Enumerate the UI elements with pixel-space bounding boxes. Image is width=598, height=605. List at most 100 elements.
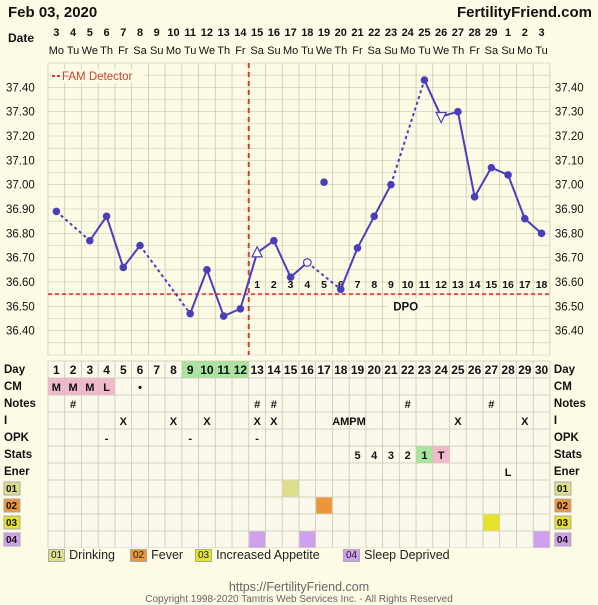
row-label-right: 04 bbox=[557, 535, 569, 546]
row-label-right: Day bbox=[554, 364, 576, 376]
dpo-number: 3 bbox=[288, 279, 294, 291]
dpo-label: DPO bbox=[393, 301, 418, 313]
stats-entry: T bbox=[438, 450, 445, 462]
y-tick-right: 37.20 bbox=[555, 131, 584, 143]
opk-entry: - bbox=[188, 433, 192, 445]
intercourse-entry: X bbox=[521, 416, 529, 428]
intercourse-entry: X bbox=[454, 416, 462, 428]
day-number: 3 bbox=[86, 363, 93, 377]
temp-point bbox=[52, 207, 61, 216]
row-code-swatch bbox=[3, 532, 21, 547]
date-label: 24 bbox=[402, 27, 415, 39]
intercourse-entry: AM bbox=[332, 416, 349, 428]
fam-label-bg bbox=[52, 69, 144, 83]
row-label-left: 04 bbox=[6, 535, 18, 546]
weekday-label: We bbox=[199, 45, 215, 57]
legend-code: 04 bbox=[343, 548, 361, 562]
day-number: 27 bbox=[485, 363, 499, 377]
y-tick-left: 36.40 bbox=[6, 326, 35, 338]
day-number: 18 bbox=[334, 363, 348, 377]
weekday-label: Tu bbox=[301, 45, 313, 57]
temp-segment bbox=[373, 184, 392, 217]
symptom-cell bbox=[249, 531, 265, 548]
temp-point bbox=[454, 107, 462, 116]
day-number: 9 bbox=[187, 363, 194, 377]
legend-label: Sleep Deprived bbox=[364, 548, 450, 562]
temp-segment bbox=[306, 261, 342, 291]
weekday-label: Su bbox=[501, 45, 514, 57]
weekday-label: Fr bbox=[235, 45, 246, 57]
date-label: 20 bbox=[335, 27, 347, 39]
intercourse-entry: PM bbox=[349, 416, 366, 428]
date-label: 1 bbox=[505, 27, 511, 39]
opk-entry: - bbox=[255, 433, 259, 445]
stats-cell-highlight bbox=[432, 446, 450, 463]
date-label: 12 bbox=[201, 27, 213, 39]
weekday-label: Mo bbox=[400, 45, 415, 57]
date-label: 17 bbox=[284, 27, 296, 39]
date-label: 3 bbox=[538, 27, 544, 39]
day-number: 8 bbox=[170, 363, 177, 377]
weekday-label: Tu bbox=[418, 45, 430, 57]
weekday-label: Sa bbox=[250, 45, 264, 57]
temp-point bbox=[219, 312, 228, 320]
cm-cell-highlight bbox=[48, 378, 65, 395]
y-tick-right: 36.40 bbox=[555, 326, 584, 338]
dpo-number: 17 bbox=[519, 279, 531, 291]
day-number: 19 bbox=[351, 363, 365, 377]
date-label: 2 bbox=[522, 27, 528, 39]
temp-point bbox=[186, 309, 195, 318]
fertile-day-cell bbox=[232, 361, 249, 378]
temp-segment bbox=[189, 269, 208, 314]
dpo-number: 16 bbox=[502, 279, 514, 291]
weekday-label: Mo bbox=[166, 45, 181, 57]
legend-sleep-deprived: 04 Sleep Deprived bbox=[343, 548, 450, 562]
day-number: 5 bbox=[120, 363, 127, 377]
row-code-swatch bbox=[3, 481, 21, 496]
stats-entry: 3 bbox=[388, 450, 394, 462]
temp-segment bbox=[205, 269, 225, 317]
temp-point bbox=[270, 236, 278, 245]
row-code-swatch bbox=[3, 515, 21, 530]
symptom-cell bbox=[483, 514, 500, 531]
day-number: 13 bbox=[250, 363, 264, 377]
date-label: 16 bbox=[268, 27, 280, 39]
weekday-label: Tu bbox=[535, 45, 547, 57]
opk-entry: - bbox=[105, 433, 109, 445]
temp-point bbox=[136, 241, 144, 250]
intercourse-entry: X bbox=[270, 416, 278, 428]
weekday-label: Tu bbox=[67, 45, 79, 57]
temp-point bbox=[470, 193, 479, 201]
row-label-right: 03 bbox=[557, 518, 569, 529]
y-tick-right: 36.80 bbox=[555, 228, 584, 240]
footer-url[interactable]: https://FertilityFriend.com bbox=[228, 580, 370, 594]
date-label: 3 bbox=[53, 27, 59, 39]
date-label: 11 bbox=[184, 27, 196, 39]
day-number: 16 bbox=[301, 363, 315, 377]
date-label: 27 bbox=[452, 27, 464, 39]
temp-point-triangle bbox=[251, 245, 264, 258]
note-entry: # bbox=[254, 399, 260, 411]
symptom-cell bbox=[299, 531, 316, 548]
row-label-right: Stats bbox=[554, 449, 582, 461]
row-label-left: CM bbox=[4, 381, 22, 393]
date-label: 4 bbox=[70, 27, 77, 39]
row-label-right: Ener bbox=[554, 466, 580, 478]
fam-label: FAM Detector bbox=[62, 71, 132, 83]
stats-entry: 4 bbox=[371, 450, 378, 462]
date-label: 21 bbox=[351, 27, 363, 39]
temp-segment bbox=[473, 167, 493, 198]
note-entry: # bbox=[405, 399, 411, 411]
y-tick-left: 36.70 bbox=[6, 253, 35, 265]
temp-segment bbox=[423, 79, 443, 117]
temp-point bbox=[504, 171, 512, 179]
site-name[interactable]: FertilityFriend.com bbox=[456, 4, 592, 21]
day-number: 11 bbox=[217, 363, 230, 377]
temp-segment bbox=[122, 244, 141, 269]
date-label: 28 bbox=[468, 27, 480, 39]
day-number: 24 bbox=[434, 363, 448, 377]
cm-cell-highlight bbox=[81, 378, 99, 395]
day-number: 22 bbox=[401, 363, 415, 377]
temp-segment bbox=[390, 79, 426, 185]
dpo-number: 2 bbox=[271, 279, 277, 291]
